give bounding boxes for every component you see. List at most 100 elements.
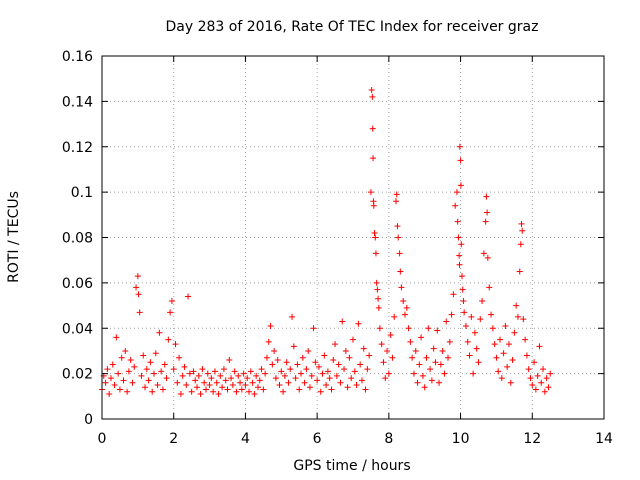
data-point xyxy=(287,366,294,373)
data-point xyxy=(111,381,118,388)
data-point xyxy=(341,366,348,373)
data-point xyxy=(254,384,261,391)
x-tick-label: 2 xyxy=(169,431,178,447)
data-point xyxy=(314,377,321,384)
data-point xyxy=(332,341,339,348)
data-point xyxy=(317,388,324,395)
data-point xyxy=(456,261,463,268)
data-point xyxy=(470,370,477,377)
data-point xyxy=(376,325,383,332)
data-point xyxy=(483,193,490,200)
data-point xyxy=(116,386,123,393)
x-tick-labels: 0 2 4 6 8 10 12 14 xyxy=(98,431,613,447)
data-point xyxy=(289,313,296,320)
data-point xyxy=(168,298,175,305)
data-point xyxy=(272,375,279,382)
data-point xyxy=(372,234,379,241)
data-point xyxy=(186,370,193,377)
data-point xyxy=(102,379,109,386)
data-point xyxy=(439,347,446,354)
data-point xyxy=(301,379,308,386)
data-point xyxy=(480,250,487,257)
data-point xyxy=(319,370,326,377)
data-point xyxy=(370,202,377,209)
data-point xyxy=(436,379,443,386)
data-point xyxy=(135,291,142,298)
data-point xyxy=(437,361,444,368)
data-point xyxy=(491,341,498,348)
data-point xyxy=(464,338,471,345)
data-point xyxy=(513,302,520,309)
data-point xyxy=(195,372,202,379)
y-tick-label: 0.1 xyxy=(71,185,93,201)
data-point xyxy=(237,379,244,386)
data-point xyxy=(190,368,197,375)
data-point xyxy=(211,368,218,375)
data-point xyxy=(500,350,507,357)
data-point xyxy=(197,391,204,398)
data-point xyxy=(188,388,195,395)
data-point xyxy=(263,354,270,361)
x-tick-label: 4 xyxy=(241,431,250,447)
data-point xyxy=(434,327,441,334)
data-point xyxy=(489,325,496,332)
data-point xyxy=(134,273,141,280)
data-point xyxy=(167,309,174,316)
data-point xyxy=(393,198,400,205)
data-point xyxy=(176,354,183,361)
data-point xyxy=(461,309,468,316)
data-point xyxy=(471,329,478,336)
y-tick-label: 0.14 xyxy=(62,94,93,110)
data-point xyxy=(158,368,165,375)
data-point xyxy=(201,379,208,386)
data-point xyxy=(296,386,303,393)
y-axis-label: ROTI / TECUs xyxy=(6,191,22,283)
data-point xyxy=(455,234,462,241)
data-point xyxy=(339,318,346,325)
x-tick-label: 12 xyxy=(523,431,541,447)
x-tick-label: 0 xyxy=(98,431,107,447)
y-tick-label: 0 xyxy=(84,412,93,428)
data-point xyxy=(475,359,482,366)
data-point xyxy=(456,252,463,259)
data-point xyxy=(271,347,278,354)
data-point xyxy=(357,361,364,368)
data-point xyxy=(425,325,432,332)
data-point xyxy=(344,384,351,391)
x-axis-label: GPS time / hours xyxy=(293,458,410,474)
data-point xyxy=(401,311,408,318)
data-point xyxy=(362,386,369,393)
data-points xyxy=(99,87,554,398)
data-point xyxy=(348,375,355,382)
data-point xyxy=(427,366,434,373)
data-point xyxy=(400,298,407,305)
data-point xyxy=(538,379,545,386)
data-point xyxy=(315,363,322,370)
data-point xyxy=(145,377,152,384)
data-point xyxy=(194,384,201,391)
data-point xyxy=(240,370,247,377)
data-point xyxy=(120,377,127,384)
data-point xyxy=(366,352,373,359)
data-point xyxy=(326,375,333,382)
data-point xyxy=(226,357,233,364)
data-point xyxy=(395,234,402,241)
data-point xyxy=(407,338,414,345)
data-point xyxy=(170,366,177,373)
data-point xyxy=(517,241,524,248)
data-point xyxy=(443,318,450,325)
data-point xyxy=(222,377,229,384)
y-tick-label: 0.04 xyxy=(62,321,93,337)
data-point xyxy=(249,379,256,386)
data-point xyxy=(235,372,242,379)
data-point xyxy=(519,227,526,234)
data-point xyxy=(350,336,356,343)
data-point xyxy=(140,352,147,359)
data-point xyxy=(269,361,276,368)
y-tick-label: 0.08 xyxy=(62,231,93,247)
data-point xyxy=(457,157,464,164)
data-point xyxy=(122,347,129,354)
data-point xyxy=(445,354,452,361)
data-point xyxy=(516,268,523,275)
